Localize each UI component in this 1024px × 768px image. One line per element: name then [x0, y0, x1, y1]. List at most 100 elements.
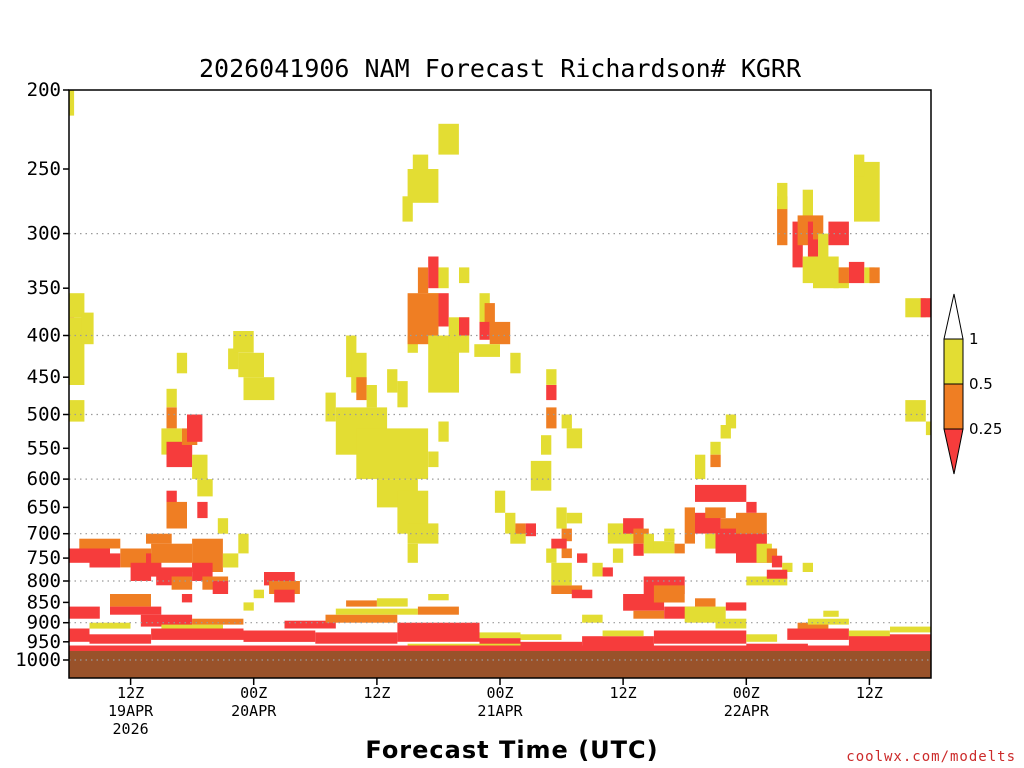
ri-cell: [818, 233, 829, 268]
ri-cell: [407, 523, 439, 544]
ri-cell: [253, 589, 264, 599]
legend-label-0-25: 0.25: [969, 420, 1002, 438]
ri-cell: [335, 608, 418, 615]
ri-cell: [746, 501, 757, 513]
ri-cell: [243, 630, 316, 642]
y-tick-label: 250: [27, 158, 61, 180]
ri-cell: [612, 548, 624, 563]
ri-cell: [720, 425, 731, 439]
ri-cell: [69, 90, 75, 116]
ri-cell: [69, 606, 100, 619]
ri-cell: [69, 400, 85, 422]
ri-cell: [438, 123, 459, 155]
ri-cell: [438, 293, 449, 327]
y-tick-label: 400: [27, 325, 61, 347]
ri-cell: [838, 267, 849, 284]
ri-cell: [151, 543, 193, 563]
ri-cell: [828, 221, 849, 246]
ri-cell: [802, 189, 813, 222]
ri-cell: [823, 610, 839, 617]
ri-cell: [551, 562, 572, 577]
y-tick-label: 450: [27, 366, 61, 388]
x-tick-label: 20APR: [231, 702, 277, 720]
y-tick-label: 950: [27, 631, 61, 653]
ri-cell: [274, 589, 295, 603]
ri-cell: [674, 543, 685, 554]
ri-cell: [766, 548, 778, 563]
y-tick-label: 900: [27, 612, 61, 634]
x-tick-label: 2026: [113, 720, 149, 738]
ri-cell: [166, 490, 177, 508]
ri-cell: [89, 553, 121, 568]
ri-cell: [602, 567, 613, 577]
ri-cell: [546, 385, 557, 401]
ri-cell: [192, 454, 208, 480]
ri-cell: [561, 414, 572, 429]
ri-cell: [705, 507, 726, 519]
ri-cell: [797, 622, 829, 629]
ri-cell: [233, 331, 254, 353]
ri-cell: [217, 518, 229, 534]
ri-cell: [81, 312, 94, 345]
ri-cell: [695, 484, 747, 502]
ri-cell: [428, 594, 449, 601]
ri-cell: [710, 441, 721, 455]
ri-cell: [243, 377, 275, 401]
ri-cell: [520, 641, 583, 649]
ri-cell: [854, 154, 865, 177]
ri-cell: [89, 622, 131, 629]
credit-text: coolwx.com/modelts: [846, 749, 1016, 765]
ri-cell: [197, 501, 208, 519]
ri-cell: [479, 632, 521, 639]
ri-cell: [556, 507, 567, 529]
ri-cell: [566, 428, 583, 449]
ri-cell: [228, 348, 239, 370]
ri-cell: [848, 634, 931, 646]
ri-cell: [407, 643, 521, 646]
y-tick-label: 1000: [15, 649, 61, 671]
ri-cell: [474, 344, 500, 357]
ri-cell: [561, 528, 572, 542]
ri-cell: [140, 614, 193, 627]
ri-cell: [438, 267, 449, 289]
y-tick-label: 500: [27, 404, 61, 426]
ri-cell: [766, 569, 788, 579]
x-tick-label: 12Z: [610, 684, 637, 702]
ri-cell: [69, 317, 85, 385]
ri-cell: [89, 634, 152, 644]
ground-surface: [69, 651, 931, 678]
ri-cell: [925, 421, 931, 436]
ri-cell: [212, 581, 229, 594]
ri-cell: [920, 298, 931, 318]
x-tick-label: 12Z: [363, 684, 390, 702]
ri-cell: [110, 594, 151, 607]
ri-cell: [623, 594, 665, 611]
ri-cell: [515, 523, 526, 534]
ri-cell: [459, 317, 470, 336]
ri-cell: [510, 352, 521, 374]
legend-swatch-orange: [943, 383, 964, 430]
ri-cell: [192, 618, 244, 625]
ri-cell: [397, 622, 480, 642]
ri-cell: [541, 435, 552, 455]
ri-cell: [746, 576, 788, 586]
ri-cell: [494, 490, 506, 513]
x-tick-label: 19APR: [108, 702, 154, 720]
x-tick-label: 00Z: [733, 684, 760, 702]
ri-cell: [771, 555, 783, 568]
ri-cell: [428, 451, 439, 468]
ri-cell: [69, 628, 90, 642]
ri-cell: [582, 614, 603, 623]
ri-cell: [684, 507, 695, 544]
ri-cell: [710, 454, 721, 468]
ri-cell: [238, 352, 264, 378]
ri-cell: [459, 267, 470, 284]
chart-title: 2026041906 NAM Forecast Richardson# KGRR: [199, 54, 802, 83]
ri-cell: [525, 523, 536, 537]
ri-cell: [238, 533, 249, 554]
ri-cell: [479, 638, 521, 648]
ri-cell: [243, 602, 254, 611]
ri-cell: [151, 628, 244, 640]
